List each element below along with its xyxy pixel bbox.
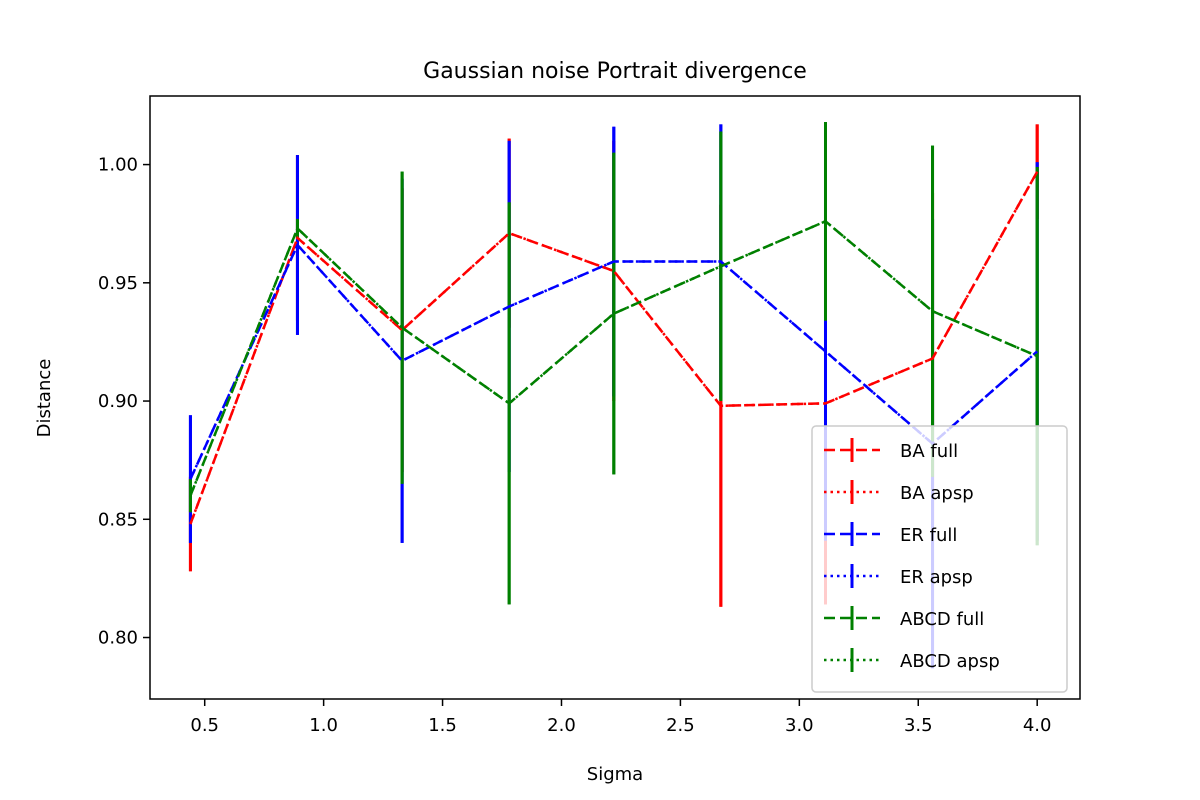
x-tick-label: 4.0 (1023, 715, 1052, 736)
y-tick-label: 0.80 (98, 628, 138, 649)
series-line-1 (189, 171, 1039, 525)
plot-area (188, 122, 1039, 669)
series-line-2 (189, 242, 1039, 480)
y-tick-label: 0.90 (98, 391, 138, 412)
axes-frame (149, 95, 1081, 700)
chart-title: Gaussian noise Portrait divergence (423, 59, 807, 84)
y-axis-label: Distance (34, 359, 55, 438)
y-axis-ticks: 0.80 0.85 0.90 0.95 1.00 (98, 155, 150, 649)
y-tick-label: 0.95 (98, 273, 138, 294)
x-tick-label: 2.5 (666, 715, 695, 736)
x-tick-label: 1.0 (309, 715, 338, 736)
legend-label: BA apsp (900, 483, 974, 504)
x-tick-label: 2.0 (547, 715, 576, 736)
series-lines (189, 171, 1039, 525)
x-axis-label: Sigma (587, 764, 643, 785)
legend-label: BA full (900, 441, 958, 462)
legend: BA full BA apsp ER full ER apsp ABCD full ABC… (811, 425, 1068, 693)
x-axis-ticks: 0.5 1.0 1.5 2.0 2.5 3.0 3.5 4.0 (190, 699, 1052, 736)
x-tick-label: 3.5 (904, 715, 933, 736)
legend-label: ER apsp (900, 567, 973, 588)
legend-label: ER full (900, 525, 957, 546)
y-tick-label: 0.85 (98, 509, 138, 530)
x-tick-label: 1.5 (428, 715, 457, 736)
x-tick-label: 0.5 (190, 715, 219, 736)
legend-box (811, 425, 1068, 693)
legend-label: ABCD full (900, 609, 984, 630)
legend-label: ABCD apsp (900, 651, 1000, 672)
x-tick-label: 3.0 (785, 715, 814, 736)
series-line-4 (189, 219, 1038, 497)
y-tick-label: 1.00 (98, 155, 138, 176)
